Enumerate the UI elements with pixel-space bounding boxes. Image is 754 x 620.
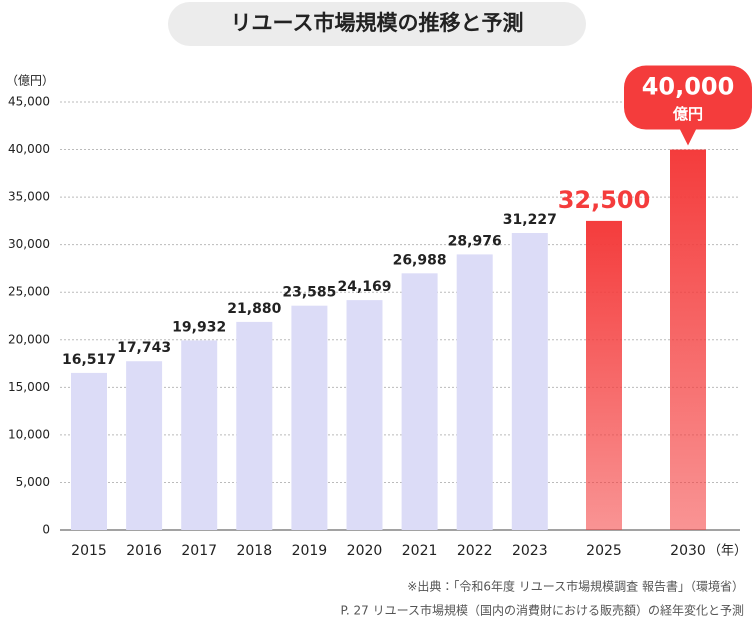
value-label: 26,988 — [393, 252, 447, 268]
bar — [511, 232, 548, 531]
bar — [670, 149, 706, 531]
x-tick-label: 2020 — [347, 543, 383, 559]
y-axis-unit: （億円） — [6, 74, 54, 88]
value-label: 40,000 — [642, 73, 735, 101]
value-label: 24,169 — [337, 279, 391, 295]
x-tick-label: 2018 — [236, 543, 272, 559]
bar — [291, 305, 328, 530]
y-tick-label: 30,000 — [8, 237, 50, 251]
bar — [401, 273, 438, 530]
bar — [126, 361, 163, 530]
x-tick-label: 2019 — [292, 543, 328, 559]
y-tick-label: 40,000 — [8, 142, 50, 156]
bar — [346, 300, 383, 530]
value-label: 21,880 — [227, 301, 281, 317]
bar — [71, 372, 107, 530]
x-tick-label: 2017 — [181, 543, 217, 559]
value-label: 17,743 — [117, 340, 171, 356]
y-tick-label: 45,000 — [8, 95, 50, 109]
source-note: P. 27 リユース市場規模（国内の消費財における販売額）の経年変化と予測 — [341, 603, 744, 618]
callout-unit: 億円 — [672, 105, 703, 123]
bar — [236, 321, 273, 530]
callout-pointer — [679, 127, 697, 146]
title-pill — [168, 2, 586, 46]
x-tick-label: 2016 — [126, 543, 162, 559]
value-label: 32,500 — [558, 186, 651, 214]
value-label: 16,517 — [62, 352, 116, 368]
value-label: 28,976 — [448, 233, 502, 249]
x-tick-label: 2022 — [457, 543, 493, 559]
chart-title: リユース市場規模の推移と予測 — [231, 11, 524, 35]
x-tick-label: 2030 — [670, 543, 706, 559]
x-axis-unit: （年） — [708, 544, 747, 559]
y-tick-label: 35,000 — [8, 190, 50, 204]
y-tick-label: 0 — [42, 523, 50, 537]
value-label: 31,227 — [503, 212, 557, 228]
x-tick-label: 2015 — [71, 543, 107, 559]
y-tick-label: 25,000 — [8, 285, 50, 299]
bar — [181, 340, 218, 530]
callout-box — [624, 65, 752, 130]
value-label: 23,585 — [282, 285, 336, 301]
x-tick-label: 2021 — [402, 543, 438, 559]
y-tick-label: 10,000 — [8, 427, 50, 441]
y-tick-label: 15,000 — [8, 380, 50, 394]
y-tick-label: 20,000 — [8, 332, 50, 346]
bar — [586, 220, 622, 530]
value-label: 19,932 — [172, 319, 226, 335]
source-note: ※出典：「令和6年度 リユース市場規模調査 報告書」（環境省） — [407, 579, 744, 594]
x-tick-label: 2023 — [512, 543, 548, 559]
x-tick-label: 2025 — [586, 543, 622, 559]
y-tick-label: 5,000 — [16, 475, 50, 489]
bar — [456, 254, 493, 530]
